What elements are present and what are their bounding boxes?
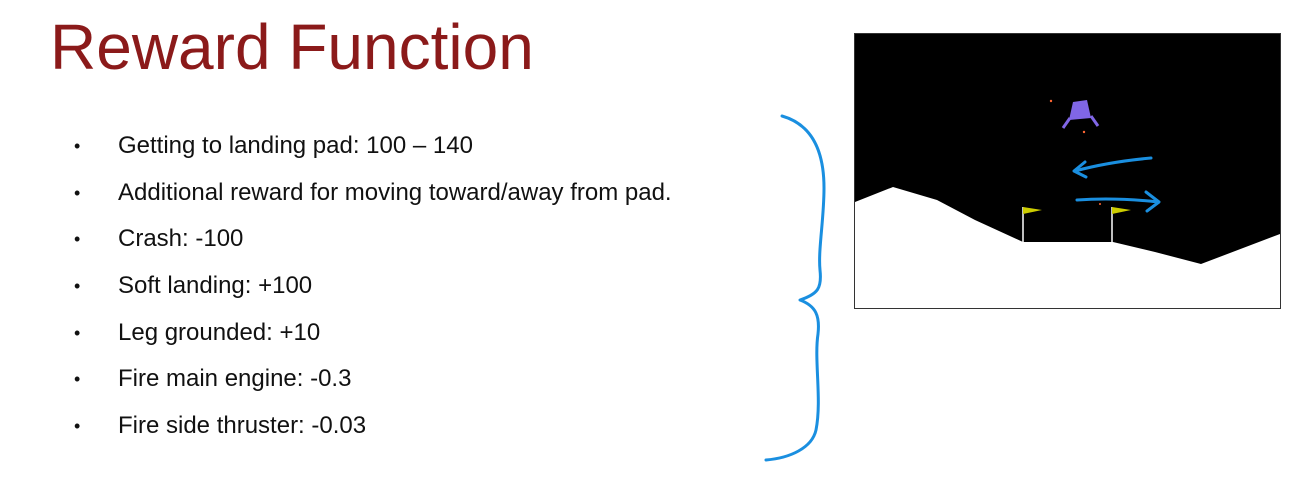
slide-title: Reward Function — [50, 11, 534, 83]
bullet-text: Fire side thruster: -0.03 — [118, 412, 367, 440]
bullet-icon: • — [74, 416, 81, 437]
terrain — [855, 187, 1280, 308]
bullet-text: Additional reward for moving toward/away… — [118, 178, 672, 206]
lunar-lander-screenshot — [854, 33, 1281, 309]
bullet-icon: • — [74, 229, 81, 250]
bullet-icon: • — [74, 182, 81, 203]
curly-brace-icon — [764, 114, 826, 462]
bullet-icon: • — [74, 322, 81, 343]
bullet-icon: • — [74, 136, 81, 156]
bullet-text: Crash: -100 — [118, 225, 244, 253]
landing-flag-icon — [1112, 207, 1131, 214]
game-canvas — [855, 34, 1280, 308]
bullet-icon: • — [74, 276, 81, 297]
bullet-text: Leg grounded: +10 — [118, 318, 321, 346]
right-arrow-icon — [1075, 190, 1161, 213]
landing-flag-icon — [1023, 207, 1042, 214]
bullet-text: Getting to landing pad: 100 – 140 — [118, 132, 473, 159]
bullet-text: Fire main engine: -0.3 — [118, 365, 352, 393]
lunar-lander-icon — [1049, 99, 1101, 205]
left-arrow-icon — [1072, 156, 1153, 179]
curly-brace-stroke — [764, 114, 826, 462]
bullet-text: Soft landing: +100 — [118, 272, 313, 300]
bullet-icon: • — [74, 369, 81, 390]
